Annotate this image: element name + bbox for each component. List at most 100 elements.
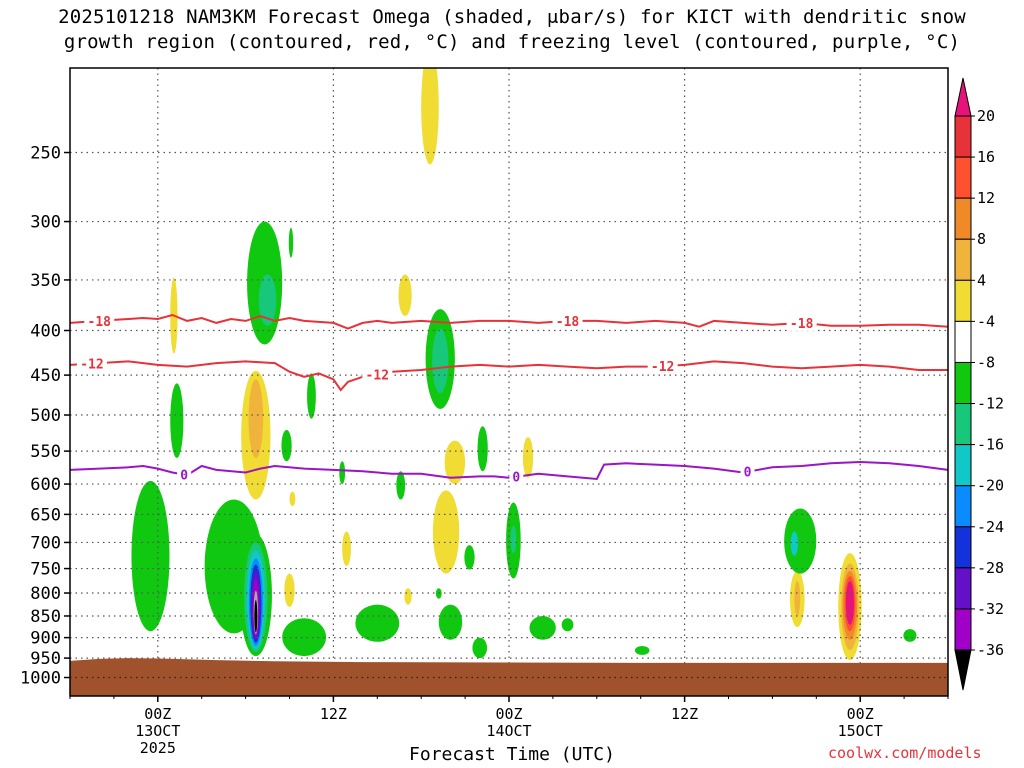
colorbar-label: -36 [977, 641, 1004, 659]
y-tick-label: 950 [30, 649, 61, 669]
contour-label: -18 [556, 315, 580, 330]
omega-region [903, 629, 917, 642]
x-tick-label: 14OCT [486, 722, 531, 740]
colorbar-box [954, 526, 972, 569]
omega-region [288, 227, 294, 258]
omega-region [404, 588, 412, 605]
colorbar-bottom-arrow [954, 649, 972, 691]
y-tick-label: 1000 [20, 669, 61, 689]
y-tick-label: 350 [30, 271, 61, 291]
contour-label: -12 [80, 358, 103, 373]
colorbar-label: 12 [977, 189, 995, 207]
x-tick-label: 00Z [847, 705, 874, 723]
omega-region [131, 480, 170, 632]
contour-label: -12 [366, 368, 389, 383]
y-axis: 2503003504004505005506006507007508008509… [20, 144, 70, 689]
colorbar-label: -32 [977, 600, 1004, 618]
omega-region [477, 426, 488, 472]
colorbar-box [954, 608, 972, 651]
omega-region [342, 531, 351, 567]
contour-label-bg [84, 312, 115, 329]
contour-label-bg [552, 312, 583, 329]
x-tick-label: 15OCT [838, 722, 883, 740]
omega-region [510, 525, 517, 554]
colorbar-box [954, 156, 972, 199]
contour-label-bg [647, 358, 678, 375]
y-tick-label: 850 [30, 607, 61, 627]
y-tick-label: 300 [30, 213, 61, 233]
colorbar-label: 8 [977, 230, 986, 248]
omega-region [472, 637, 488, 659]
omega-region [289, 491, 296, 507]
colorbar-top-arrow [954, 77, 972, 117]
contour-label-bg [76, 355, 107, 372]
colorbar-label: -12 [977, 395, 1004, 413]
omega-region [248, 379, 264, 458]
colorbar-label: -16 [977, 436, 1004, 454]
chart-title-line-2: growth region (contoured, red, °C) and f… [63, 31, 961, 53]
colorbar-label: -24 [977, 518, 1004, 536]
contour-label-bg [509, 468, 524, 485]
contour-line--18 [70, 313, 948, 330]
colorbar-label: -8 [977, 353, 995, 371]
colorbar-label: 4 [977, 271, 986, 289]
terrain-surface [70, 658, 948, 696]
contour-label-bg [786, 314, 817, 331]
contour-label: -18 [88, 315, 112, 330]
omega-region [170, 383, 184, 458]
y-tick-label: 800 [30, 584, 61, 604]
colorbar-label: -20 [977, 477, 1004, 495]
contour-label-bg [740, 463, 755, 480]
omega-region [339, 461, 346, 485]
x-tick-label: 00Z [495, 705, 522, 723]
omega-region [790, 531, 799, 556]
colorbar: 20 16 12 8 4 -4 -8 -12 -16 -20 -24 -28 -32 -36 [954, 77, 1004, 691]
x-tick-label: 12Z [320, 705, 347, 723]
omega-region [464, 545, 475, 570]
colorbar-label: 20 [977, 107, 995, 125]
omega-region [281, 429, 292, 462]
omega-region [398, 274, 412, 317]
omega-region [282, 618, 327, 657]
contour-label: 0 [512, 471, 520, 486]
colorbar-box [954, 279, 972, 322]
omega-region [438, 604, 463, 640]
contour-label: 0 [180, 469, 188, 484]
colorbar-box [954, 485, 972, 528]
omega-region [254, 600, 258, 633]
contour-label-bg [177, 466, 192, 483]
omega-region [421, 68, 439, 165]
contour-label: -18 [790, 317, 814, 332]
x-axis-title: Forecast Time (UTC) [409, 744, 615, 765]
omega-region [784, 508, 817, 574]
contour-label: 0 [744, 466, 752, 481]
chart-title-line-1: 2025101218 NAM3KM Forecast Omega (shaded… [58, 6, 966, 28]
x-tick-label: 00Z [144, 705, 171, 723]
colorbar-box [954, 444, 972, 487]
omega-region [258, 274, 277, 326]
colorbar-label: -28 [977, 559, 1004, 577]
y-tick-label: 750 [30, 560, 61, 580]
y-tick-label: 700 [30, 533, 61, 553]
omega-region [634, 645, 650, 655]
colorbar-box [954, 361, 972, 405]
colorbar-box [954, 115, 972, 158]
y-tick-label: 450 [30, 366, 61, 386]
omega-region [522, 437, 534, 478]
surface-fill [70, 658, 948, 696]
omega-region [355, 604, 400, 642]
contour-lines: -18 -18 -18 -12 -12 -12 0 0 0 [70, 312, 948, 486]
omega-region [432, 328, 449, 394]
y-tick-label: 900 [30, 629, 61, 649]
x-tick-label: 2025 [140, 739, 176, 757]
omega-region [561, 618, 574, 632]
omega-region [307, 373, 316, 419]
y-tick-label: 250 [30, 144, 61, 164]
contour-label-bg [362, 366, 393, 383]
y-tick-label: 400 [30, 322, 61, 342]
contour-line--12 [70, 360, 948, 392]
omega-region [845, 580, 855, 625]
colorbar-box [954, 403, 972, 446]
